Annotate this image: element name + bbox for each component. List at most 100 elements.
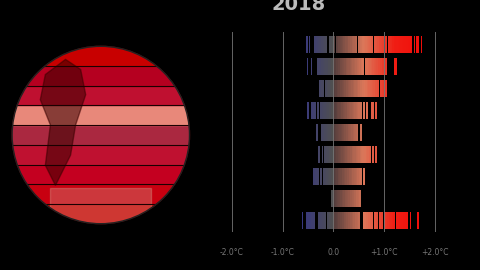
Bar [366, 212, 368, 229]
Bar [340, 124, 342, 141]
Bar [341, 168, 343, 185]
Bar [362, 36, 364, 53]
Bar [348, 58, 349, 75]
Bar [393, 212, 395, 229]
Bar [371, 212, 372, 229]
Bar [332, 168, 334, 185]
Bar [350, 146, 352, 163]
Bar [359, 58, 360, 75]
Bar [353, 80, 355, 97]
Bar [350, 168, 351, 185]
Bar [336, 168, 337, 185]
Bar [354, 190, 356, 207]
Bar [335, 102, 336, 119]
Bar [342, 146, 343, 163]
Bar [362, 80, 363, 97]
Bar [341, 80, 342, 97]
Bar [332, 102, 334, 119]
Bar [349, 146, 350, 163]
Bar [414, 36, 416, 53]
Bar [352, 80, 354, 97]
Bar [344, 146, 345, 163]
Bar [368, 58, 369, 75]
Bar [359, 80, 361, 97]
Bar [359, 102, 360, 119]
Bar [354, 80, 356, 97]
Bar [351, 102, 353, 119]
Bar [355, 124, 356, 141]
Bar [325, 102, 326, 119]
Bar [365, 58, 367, 75]
Bar [352, 80, 354, 97]
Bar [353, 190, 355, 207]
Bar [355, 58, 357, 75]
Bar [326, 102, 327, 119]
Bar [351, 124, 353, 141]
Bar [360, 124, 361, 141]
Bar [339, 190, 341, 207]
Bar [339, 146, 341, 163]
Bar [306, 212, 307, 229]
Bar [337, 168, 339, 185]
Bar [341, 124, 342, 141]
Bar [317, 58, 319, 75]
Bar [338, 190, 339, 207]
Bar [340, 124, 341, 141]
Bar [336, 190, 337, 207]
Bar [351, 190, 353, 207]
Bar [321, 102, 322, 119]
Bar [332, 80, 334, 97]
Bar [360, 58, 361, 75]
Bar [409, 36, 411, 53]
Bar [334, 58, 336, 75]
Bar [369, 146, 371, 163]
Bar [330, 146, 332, 163]
Bar [315, 36, 316, 53]
Bar [351, 102, 352, 119]
Bar [396, 36, 398, 53]
Bar [336, 80, 337, 97]
Bar [403, 36, 405, 53]
Bar [345, 190, 347, 207]
Bar [332, 58, 334, 75]
Bar [341, 58, 343, 75]
Bar [360, 58, 362, 75]
Bar [354, 190, 356, 207]
Bar [372, 58, 373, 75]
Bar [358, 168, 360, 185]
Bar [341, 102, 342, 119]
Bar [336, 168, 337, 185]
Bar [334, 102, 336, 119]
Bar [358, 36, 360, 53]
Bar [348, 124, 350, 141]
Bar [360, 80, 362, 97]
Bar [355, 80, 357, 97]
Bar [364, 212, 366, 229]
Bar [342, 190, 344, 207]
Bar [339, 168, 341, 185]
Bar [353, 146, 355, 163]
Bar [389, 212, 390, 229]
Bar [358, 102, 360, 119]
Bar [342, 124, 343, 141]
Polygon shape [40, 59, 85, 185]
Bar [376, 58, 378, 75]
Bar [343, 124, 345, 141]
Bar [12, 165, 190, 184]
Bar [336, 124, 338, 141]
Bar [324, 58, 325, 75]
Bar [352, 146, 354, 163]
Bar [348, 102, 349, 119]
Bar [338, 80, 340, 97]
Bar [347, 80, 348, 97]
Bar [402, 36, 403, 53]
Bar [371, 58, 372, 75]
Bar [357, 146, 359, 163]
Bar [362, 36, 364, 53]
Bar [338, 124, 340, 141]
Bar [357, 58, 358, 75]
Bar [324, 102, 326, 119]
Bar [347, 190, 348, 207]
Bar [12, 105, 190, 125]
Bar [348, 146, 349, 163]
